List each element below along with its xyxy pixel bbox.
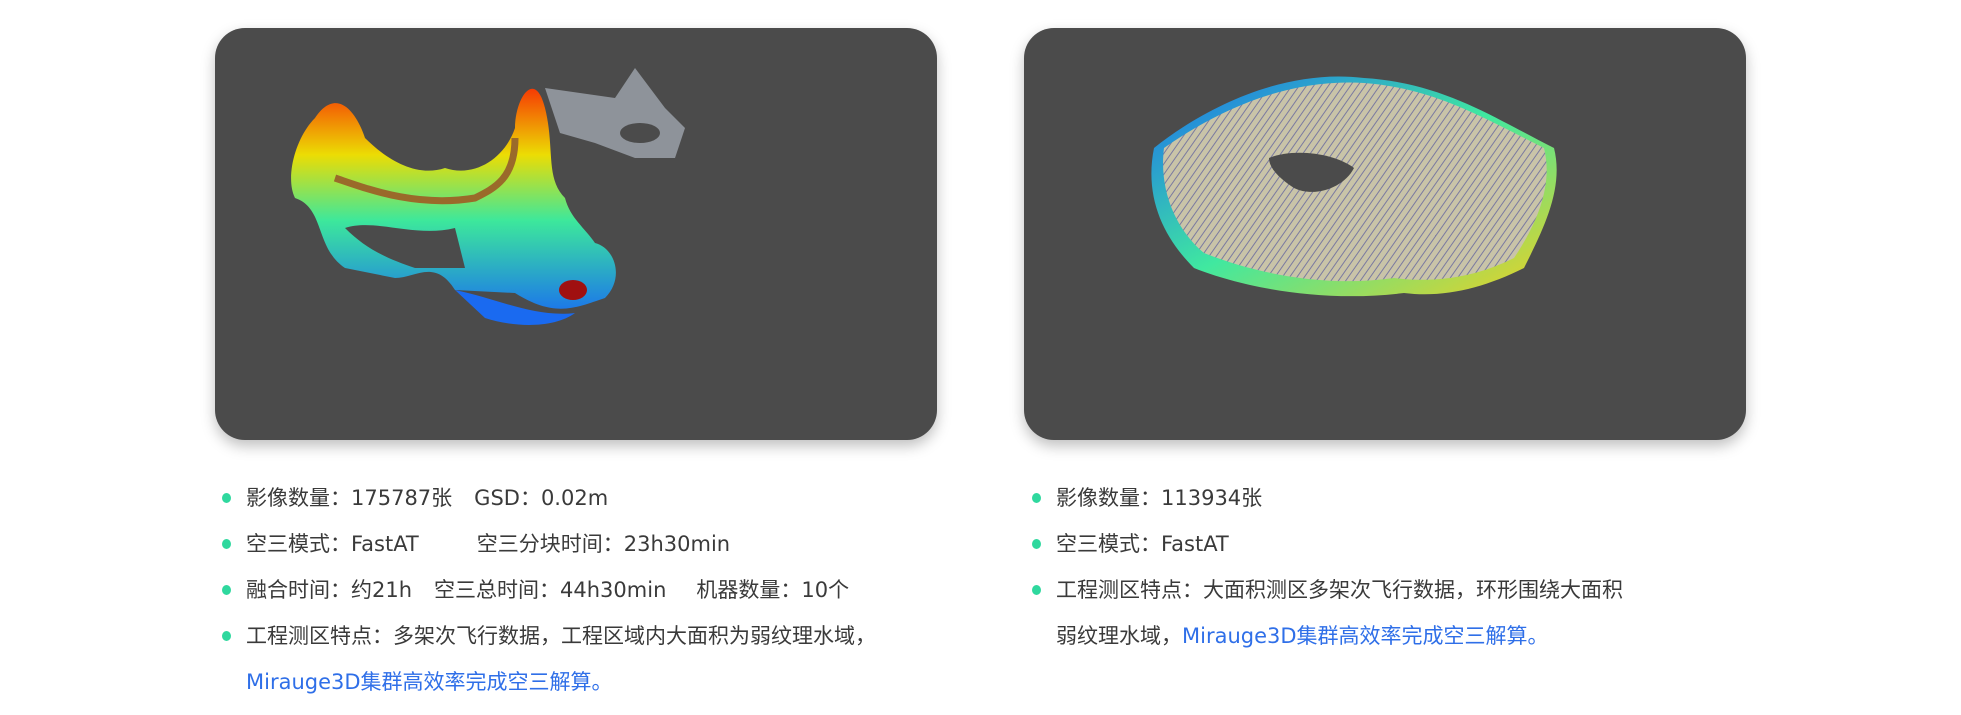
survey-features: 工程测区特点：多架次飞行数据，工程区域内大面积为弱纹理水域， [246, 624, 876, 648]
left-spec-list: 影像数量：175787张 GSD：0.02m 空三模式：FastAT 空三分块时间：… [222, 475, 876, 705]
list-item: 空三模式：FastAT 空三分块时间：23h30min [222, 521, 876, 567]
point-cloud-right-graphic [1151, 76, 1557, 297]
list-item: 工程测区特点：多架次飞行数据，工程区域内大面积为弱纹理水域， Mirauge3D集… [222, 613, 876, 705]
point-cloud-image-left [215, 28, 937, 440]
highlight-text: Mirauge3D集群高效率完成空三解算。 [246, 670, 613, 694]
list-item: 影像数量：113934张 [1032, 475, 1752, 521]
at-mode: 空三模式：FastAT [1056, 532, 1229, 556]
list-item: 工程测区特点：大面积测区多架次飞行数据，环形围绕大面积 弱纹理水域，Mirauge… [1032, 567, 1752, 659]
right-spec-list: 影像数量：113934张 空三模式：FastAT 工程测区特点：大面积测区多架次… [1032, 475, 1752, 659]
image-count: 影像数量：175787张 [246, 486, 453, 510]
total-time: 空三总时间：44h30min [434, 578, 667, 602]
highlight-text: Mirauge3D集群高效率完成空三解算。 [1182, 624, 1549, 648]
list-item: 空三模式：FastAT [1032, 521, 1752, 567]
point-cloud-image-right [1024, 28, 1746, 440]
at-mode: 空三模式：FastAT [246, 532, 419, 556]
point-cloud-left-graphic [291, 68, 685, 325]
survey-features-cont: 弱纹理水域， [1056, 624, 1182, 648]
block-time: 空三分块时间：23h30min [476, 532, 731, 556]
machine-count: 机器数量：10个 [696, 578, 850, 602]
merge-time: 融合时间：约21h [246, 578, 413, 602]
survey-features: 工程测区特点：大面积测区多架次飞行数据，环形围绕大面积 [1056, 578, 1623, 602]
list-item: 影像数量：175787张 GSD：0.02m [222, 475, 876, 521]
list-item: 融合时间：约21h 空三总时间：44h30min 机器数量：10个 [222, 567, 876, 613]
image-count: 影像数量：113934张 [1056, 486, 1263, 510]
gsd: GSD：0.02m [474, 486, 609, 510]
